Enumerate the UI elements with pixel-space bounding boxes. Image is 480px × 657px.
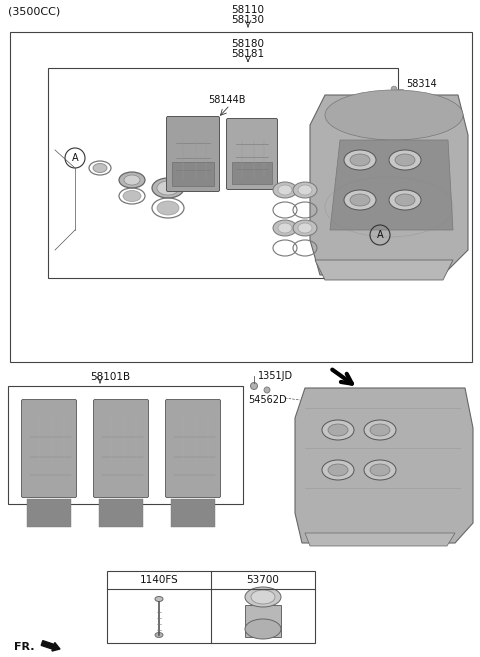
Ellipse shape <box>395 154 415 166</box>
Ellipse shape <box>293 220 317 236</box>
Bar <box>99 499 143 527</box>
Bar <box>10 32 472 362</box>
Bar <box>245 605 281 637</box>
Ellipse shape <box>350 154 370 166</box>
FancyArrow shape <box>41 641 60 651</box>
Ellipse shape <box>298 185 312 195</box>
Ellipse shape <box>278 185 292 195</box>
Ellipse shape <box>322 420 354 440</box>
Polygon shape <box>295 388 473 543</box>
Ellipse shape <box>273 220 297 236</box>
Text: A: A <box>377 230 384 240</box>
Ellipse shape <box>155 633 163 637</box>
Bar <box>232 162 272 184</box>
Ellipse shape <box>273 182 297 198</box>
FancyBboxPatch shape <box>22 399 76 497</box>
Ellipse shape <box>245 619 281 639</box>
Ellipse shape <box>298 223 312 233</box>
Ellipse shape <box>157 201 179 215</box>
Ellipse shape <box>293 182 317 198</box>
Text: (3500CC): (3500CC) <box>8 6 60 16</box>
Ellipse shape <box>124 175 140 185</box>
Ellipse shape <box>119 172 145 188</box>
Bar <box>171 499 215 527</box>
Circle shape <box>391 86 397 92</box>
Ellipse shape <box>350 194 370 206</box>
Bar <box>107 571 315 643</box>
Ellipse shape <box>322 460 354 480</box>
Bar <box>27 499 71 527</box>
Text: 58130: 58130 <box>231 15 264 25</box>
Text: FR.: FR. <box>14 642 35 652</box>
Ellipse shape <box>344 150 376 170</box>
Ellipse shape <box>364 420 396 440</box>
Ellipse shape <box>328 424 348 436</box>
Text: 1351JD: 1351JD <box>258 371 293 381</box>
Ellipse shape <box>157 181 179 195</box>
Ellipse shape <box>325 90 463 140</box>
Bar <box>172 162 214 186</box>
Ellipse shape <box>389 150 421 170</box>
Text: 58101B: 58101B <box>90 372 130 382</box>
Text: 54562D: 54562D <box>248 395 287 405</box>
FancyBboxPatch shape <box>94 399 148 497</box>
Text: 53700: 53700 <box>247 575 279 585</box>
Ellipse shape <box>251 590 275 604</box>
Text: 58144B: 58144B <box>208 95 245 105</box>
Ellipse shape <box>328 464 348 476</box>
Ellipse shape <box>344 190 376 210</box>
Ellipse shape <box>155 597 163 602</box>
Ellipse shape <box>123 191 141 202</box>
Bar <box>8 386 243 504</box>
FancyBboxPatch shape <box>167 116 219 191</box>
Ellipse shape <box>93 164 107 173</box>
Polygon shape <box>310 95 468 275</box>
Ellipse shape <box>389 190 421 210</box>
Circle shape <box>264 387 270 393</box>
FancyBboxPatch shape <box>227 118 277 189</box>
Text: 58181: 58181 <box>231 49 264 59</box>
Polygon shape <box>330 140 453 230</box>
Ellipse shape <box>278 223 292 233</box>
Text: 58180: 58180 <box>231 39 264 49</box>
Ellipse shape <box>152 178 184 198</box>
Bar <box>48 68 398 278</box>
Ellipse shape <box>395 194 415 206</box>
Text: 1140FS: 1140FS <box>140 575 179 585</box>
Text: A: A <box>72 153 78 163</box>
Circle shape <box>251 382 257 390</box>
FancyBboxPatch shape <box>166 399 220 497</box>
Text: 58110: 58110 <box>231 5 264 15</box>
Ellipse shape <box>364 460 396 480</box>
Ellipse shape <box>245 587 281 607</box>
Text: 58314: 58314 <box>406 79 437 89</box>
Polygon shape <box>305 533 455 546</box>
Polygon shape <box>315 260 453 280</box>
Ellipse shape <box>370 464 390 476</box>
Ellipse shape <box>370 424 390 436</box>
